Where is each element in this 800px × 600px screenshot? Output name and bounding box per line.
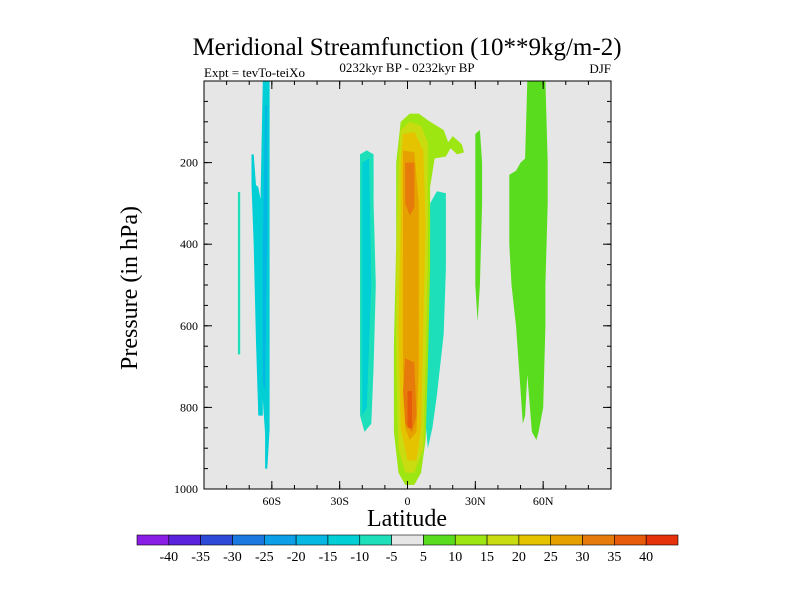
contour-region <box>407 391 412 428</box>
colorbar-label: -35 <box>191 550 210 565</box>
y-tick-label: 600 <box>180 319 198 333</box>
colorbar-label: 25 <box>544 550 558 565</box>
colorbar-label: 35 <box>607 550 621 565</box>
contour-region <box>237 192 241 355</box>
colorbar-swatch <box>232 534 265 546</box>
contour-regions <box>237 81 548 485</box>
y-tick-label: 1000 <box>174 482 198 496</box>
contour-region <box>362 158 372 416</box>
colorbar-label: 10 <box>448 550 462 565</box>
colorbar-swatch <box>295 534 329 546</box>
x-tick-label: 60N <box>533 494 554 508</box>
colorbar-label: 5 <box>420 550 427 565</box>
colorbar-label: -25 <box>255 550 274 565</box>
colorbar-swatch <box>168 534 201 546</box>
x-tick-label: 30N <box>465 494 486 508</box>
colorbar-swatch <box>327 534 361 546</box>
colorbar-swatch <box>391 534 424 546</box>
y-tick-label: 200 <box>180 156 198 170</box>
x-axis-label: Latitude <box>367 506 447 532</box>
contour-region <box>475 130 483 322</box>
axis-ticks: 60S 30S 0 30N 60N 200 400 600 800 1000 <box>174 81 612 508</box>
colorbar-swatch <box>359 534 392 546</box>
y-tick-label: 800 <box>180 400 198 414</box>
x-tick-label: 60S <box>262 494 281 508</box>
x-tick-label: 0 <box>405 494 411 508</box>
colorbar-swatch <box>263 534 297 546</box>
colorbar-swatch <box>423 534 456 546</box>
colorbar-label: -15 <box>319 550 338 565</box>
chart-title: Meridional Streamfunction (10**9kg/m-2) <box>192 34 621 61</box>
colorbar-swatch <box>518 534 552 546</box>
contour-region <box>509 81 548 440</box>
colorbar-swatch <box>582 534 615 546</box>
colorbar-label: 15 <box>480 550 494 565</box>
colorbar-label: 30 <box>576 550 590 565</box>
y-tick-label: 400 <box>180 237 198 251</box>
colorbar-label: -10 <box>350 550 369 565</box>
colorbar-label: 40 <box>639 550 653 565</box>
contour-region <box>405 162 415 216</box>
colorbar-label: -5 <box>386 550 398 565</box>
colorbar-label: -40 <box>159 550 178 565</box>
experiment-label: Expt = tevTo-teiXo <box>204 65 305 80</box>
colorbar-swatch <box>550 534 583 546</box>
colorbar: -40 -35 -30 -25 -20 -15 -10 -5 5 10 15 20 25 30 35 40 <box>136 534 679 565</box>
season-label: DJF <box>589 61 611 76</box>
colorbar-swatch <box>645 534 679 546</box>
colorbar-swatch <box>486 534 520 546</box>
contour-region <box>425 191 446 449</box>
colorbar-swatch <box>200 534 233 546</box>
colorbar-swatch <box>136 534 170 546</box>
chart-subtitle: 0232kyr BP - 0232kyr BP <box>339 60 474 75</box>
x-tick-label: 30S <box>330 494 349 508</box>
colorbar-label: -30 <box>223 550 242 565</box>
colorbar-swatch <box>454 534 488 546</box>
colorbar-label: -20 <box>287 550 306 565</box>
colorbar-swatch <box>614 534 647 546</box>
contour-region <box>262 105 268 392</box>
y-axis-label: Pressure (in hPa) <box>117 206 143 370</box>
colorbar-label: 20 <box>512 550 526 565</box>
